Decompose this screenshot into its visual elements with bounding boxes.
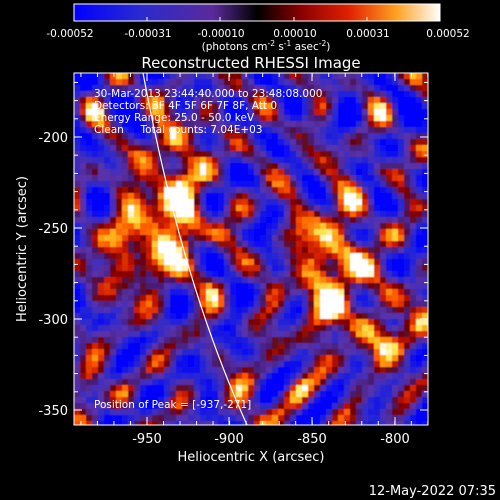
colorbar-tick-label: 0.00031 bbox=[346, 28, 389, 40]
x-tick-label: -950 bbox=[132, 432, 162, 447]
plot-title: Reconstructed RHESSI Image bbox=[141, 54, 360, 72]
detectors-text: Detectors: 3F 4F 5F 6F 7F 8F, Att 0 bbox=[94, 100, 277, 112]
colorbar-tick-label: -0.00052 bbox=[46, 28, 93, 40]
colorbar-gradient bbox=[73, 3, 441, 22]
plot-area bbox=[74, 73, 428, 425]
colorbar-tick-label: 0.00052 bbox=[426, 28, 469, 40]
y-tick-labels: -200 -250 -300 -350 bbox=[38, 131, 68, 419]
energy-range-text: Energy Range: 25.0 - 50.0 keV bbox=[94, 112, 255, 124]
y-tick-label: -250 bbox=[38, 222, 68, 237]
colorbar-tick-label: -0.00010 bbox=[197, 28, 244, 40]
time-range-text: 30-Mar-2013 23:44:40.000 to 23:48:08.000 bbox=[94, 88, 322, 100]
x-tick-label: -800 bbox=[380, 432, 410, 447]
x-tick-label: -850 bbox=[297, 432, 327, 447]
colorbar: -0.00052 -0.00031 -0.00010 0.00010 0.000… bbox=[46, 3, 470, 53]
colorbar-tick-label: 0.00010 bbox=[273, 28, 316, 40]
colorbar-tick-labels: -0.00052 -0.00031 -0.00010 0.00010 0.000… bbox=[46, 28, 469, 40]
colorbar-ticks bbox=[73, 17, 441, 21]
colorbar-units: (photons cm-2 s-1 asec-2) bbox=[202, 39, 331, 53]
x-tick-labels: -950 -900 -850 -800 bbox=[132, 432, 410, 447]
y-tick-label: -200 bbox=[38, 131, 68, 146]
y-axis-label: Heliocentric Y (arcsec) bbox=[15, 176, 30, 322]
x-axis-label: Heliocentric X (arcsec) bbox=[178, 450, 325, 465]
clean-counts-text: Clean Total counts: 7.04E+03 bbox=[94, 124, 263, 136]
x-tick-label: -900 bbox=[214, 432, 244, 447]
plot-frame bbox=[73, 72, 429, 426]
heatmap-image bbox=[74, 73, 428, 425]
y-tick-label: -350 bbox=[38, 404, 68, 419]
y-tick-label: -300 bbox=[38, 313, 68, 328]
peak-position-text: Position of Peak = [-937,-271] bbox=[94, 399, 251, 411]
solar-limb-line bbox=[142, 73, 248, 425]
axis-minor-ticks bbox=[74, 73, 429, 425]
annotations: 30-Mar-2013 23:44:40.000 to 23:48:08.000… bbox=[94, 88, 322, 411]
footer-timestamp: 12-May-2022 07:35 bbox=[369, 484, 496, 499]
colorbar-tick-label: -0.00031 bbox=[124, 28, 171, 40]
